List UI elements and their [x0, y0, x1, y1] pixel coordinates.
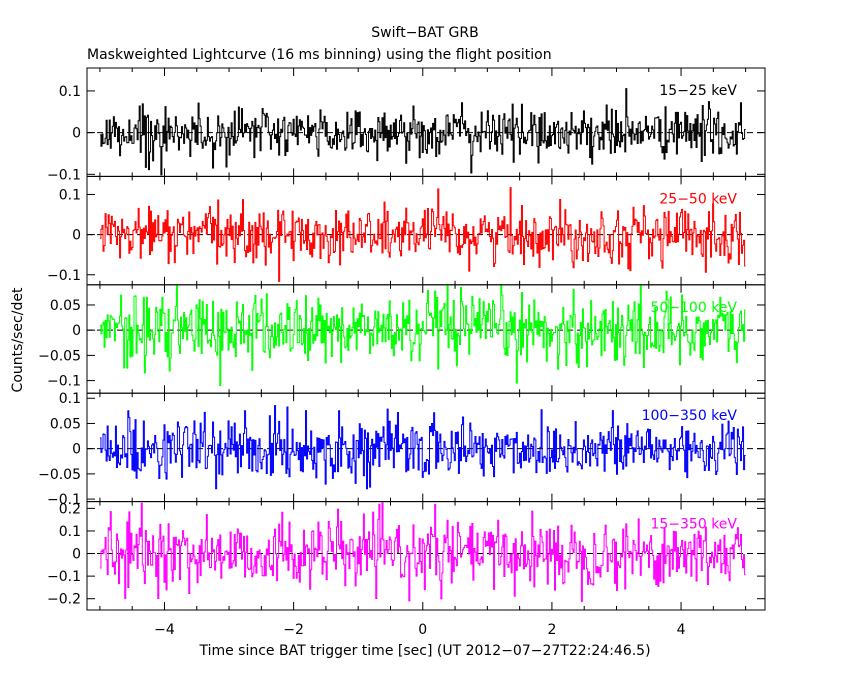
panel-frame — [86, 501, 766, 611]
y-tick-label: −0.1 — [47, 492, 81, 508]
chart-subtitle: Maskweighted Lightcurve (16 ms binning) … — [87, 47, 552, 63]
y-tick-label: 0 — [72, 126, 81, 142]
y-tick-label: 0.1 — [59, 391, 81, 407]
x-axis-label: Time since BAT trigger time [sec] (UT 20… — [198, 643, 650, 659]
panel-4: −0.1 −0.05 0 0.05 0.1 100−350 keV — [38, 391, 766, 508]
x-tick-label: 2 — [547, 622, 556, 638]
series-line-2 — [99, 187, 746, 282]
y-tick-label: −0.1 — [47, 167, 81, 183]
y-tick-label: −0.1 — [47, 569, 81, 585]
chart-title: Swift−BAT GRB — [371, 25, 478, 41]
band-label-4: 100−350 keV — [642, 408, 738, 424]
y-tick-label: 0.1 — [59, 187, 81, 203]
y-tick-label: −0.1 — [47, 374, 81, 390]
y-tick-label: 0.05 — [50, 416, 81, 432]
y-tick-label: 0 — [72, 323, 81, 339]
y-tick-label: 0.1 — [59, 524, 81, 540]
y-axis-label: Counts/sec/det — [10, 287, 26, 392]
y-tick-label: −0.2 — [47, 592, 81, 608]
y-tick-label: −0.1 — [47, 268, 81, 284]
y-tick-label: −0.05 — [38, 467, 81, 483]
series-line-5 — [99, 501, 746, 602]
band-label-5: 15−350 keV — [650, 517, 737, 533]
x-axis: −4 −2 0 2 4 — [154, 622, 685, 638]
series-line-1 — [99, 88, 746, 176]
y-tick-label: 0 — [72, 547, 81, 563]
x-tick-label: 0 — [418, 622, 427, 638]
y-tick-label: 0 — [72, 442, 81, 458]
x-tick-label: −4 — [154, 622, 175, 638]
band-label-2: 25−50 keV — [659, 191, 737, 207]
series-line-3 — [99, 284, 746, 387]
y-tick-label: −0.05 — [38, 348, 81, 364]
panel-1: −0.1 0 0.1 15−25 keV — [47, 67, 766, 183]
band-label-3: 50−100 keV — [650, 300, 737, 316]
panel-3: −0.1 −0.05 0 0.05 50−100 keV — [38, 284, 766, 394]
panels-group: −0.100.1 15−25 keV−0.100.1 25−50 keV−0.1−0… — [38, 67, 766, 611]
y-tick-label: 0.1 — [59, 84, 81, 100]
y-tick-label: 0.2 — [59, 501, 81, 517]
band-label-1: 15−25 keV — [659, 83, 737, 99]
panel-2: −0.1 0 0.1 25−50 keV — [47, 175, 766, 286]
y-tick-label: 0 — [72, 228, 81, 244]
panel-5: −0.2 −0.1 0 0.1 0.2 15−350 keV — [47, 501, 766, 611]
x-tick-label: −2 — [283, 622, 304, 638]
y-tick-label: 0.05 — [50, 298, 81, 314]
x-tick-label: 4 — [677, 622, 686, 638]
series-line-4 — [99, 405, 746, 490]
